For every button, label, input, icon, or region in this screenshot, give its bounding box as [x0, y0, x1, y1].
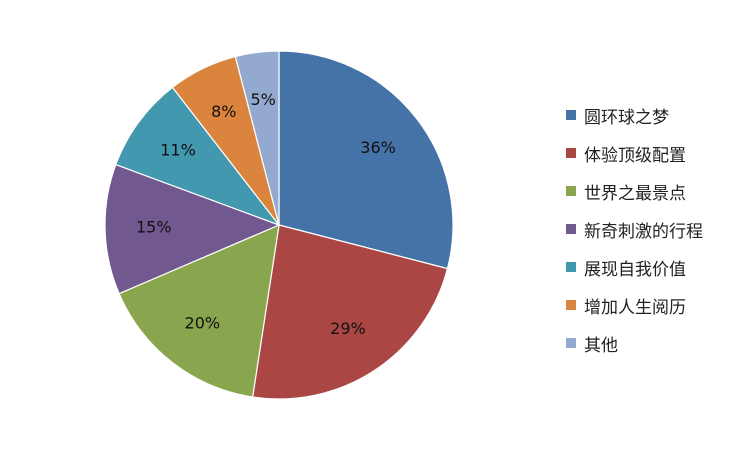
legend-swatch-4	[566, 224, 576, 234]
legend-item-1: 圆环球之梦	[566, 96, 703, 134]
pie-slice-2	[251, 224, 449, 400]
slice-label-3: 20%	[185, 314, 221, 333]
slice-label-7: 5%	[250, 90, 275, 109]
pie-slice-5	[115, 86, 281, 227]
slice-label-6: 8%	[211, 102, 236, 121]
legend-swatch-7	[566, 338, 576, 348]
slice-label-5: 11%	[160, 140, 196, 159]
legend-label-5: 展现自我价值	[584, 259, 686, 280]
legend-swatch-2	[566, 148, 576, 158]
legend-item-2: 体验顶级配置	[566, 134, 703, 172]
slice-label-2: 29%	[330, 319, 366, 338]
legend-swatch-5	[566, 262, 576, 272]
legend-swatch-6	[566, 300, 576, 310]
legend-swatch-3	[566, 186, 576, 196]
legend-item-7: 其他	[566, 324, 703, 362]
legend-item-6: 增加人生阅历	[566, 286, 703, 324]
pie-slice-7	[234, 50, 280, 226]
legend-label-1: 圆环球之梦	[584, 107, 669, 128]
legend-swatch-1	[566, 110, 576, 120]
legend-item-4: 新奇刺激的行程	[566, 210, 703, 248]
legend-label-4: 新奇刺激的行程	[584, 221, 703, 242]
pie-slice-1	[278, 50, 454, 270]
legend-label-7: 其他	[584, 335, 618, 356]
pie-slice-3	[118, 224, 280, 398]
pie-slice-4	[104, 163, 281, 295]
slice-label-1: 36%	[360, 138, 396, 157]
chart-legend: 圆环球之梦体验顶级配置 世界之最景点 新奇刺激的行程 展现自我价值 增加人生阅历 其他	[566, 96, 703, 362]
legend-label-6: 增加人生阅历	[584, 297, 686, 318]
legend-item-3: 世界之最景点	[566, 172, 703, 210]
legend-item-5: 展现自我价值	[566, 248, 703, 286]
slice-label-4: 15%	[136, 218, 172, 237]
legend-label-2: 体验顶级配置	[584, 145, 686, 166]
legend-label-3: 世界之最景点	[584, 183, 686, 204]
